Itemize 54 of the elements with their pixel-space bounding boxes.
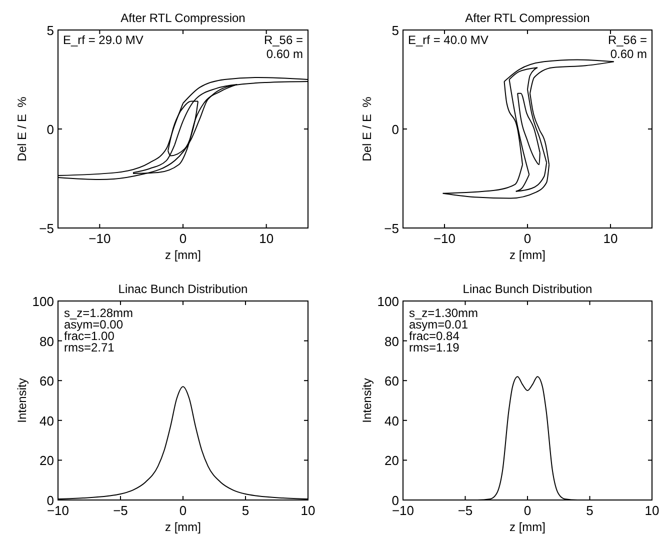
y-tick-label: 0 xyxy=(46,122,54,137)
y-axis-title: Intensity xyxy=(15,378,29,423)
x-tick-label: 10 xyxy=(603,231,618,246)
annotation: s_z=1.28mm xyxy=(64,306,134,320)
x-tick-label: 0 xyxy=(524,231,532,246)
annotation: R_56 = 0.60 m xyxy=(608,33,647,61)
x-tick-label: 5 xyxy=(586,503,594,518)
x-tick-label: 5 xyxy=(242,503,250,518)
annotation: asym=0.01 xyxy=(409,318,468,332)
y-tick-label: 100 xyxy=(377,294,399,309)
y-tick-label: 0 xyxy=(392,122,399,137)
y-tick-label: 0 xyxy=(46,493,54,508)
x-tick-label: −5 xyxy=(113,503,128,518)
x-tick-label: −10 xyxy=(433,231,456,246)
x-axis-title: z [mm] xyxy=(510,520,546,534)
y-tick-label: 5 xyxy=(46,23,54,38)
y-tick-label: 40 xyxy=(384,413,399,428)
y-tick-label: 20 xyxy=(40,453,54,468)
chart-title: Linac Bunch Distribution xyxy=(118,282,248,296)
y-tick-label: 0 xyxy=(392,493,399,508)
x-tick-label: 0 xyxy=(179,503,187,518)
x-tick-label: 0 xyxy=(524,503,532,518)
y-axis-title: Intensity xyxy=(360,378,374,423)
y-tick-label: 60 xyxy=(40,374,54,389)
x-tick-label: 0 xyxy=(179,231,187,246)
x-axis-title: z [mm] xyxy=(165,520,201,534)
annotation: rms=1.19 xyxy=(409,340,460,354)
annotation: E_rf = 40.0 MV xyxy=(408,33,488,47)
x-tick-label: 10 xyxy=(259,231,274,246)
y-tick-label: 60 xyxy=(384,374,399,389)
y-tick-label: −5 xyxy=(384,221,399,236)
annotation: R_56 = 0.60 m xyxy=(264,33,303,61)
y-tick-label: 40 xyxy=(40,413,54,428)
y-tick-label: 100 xyxy=(32,294,54,309)
annotation: asym=0.00 xyxy=(64,318,124,332)
y-tick-label: 80 xyxy=(40,334,54,349)
annotation: rms=2.71 xyxy=(64,340,115,354)
x-axis-title: z [mm] xyxy=(165,248,201,262)
chart-title: After RTL Compression xyxy=(465,11,590,25)
y-axis-title: Del E / E % xyxy=(360,96,374,162)
chart-title: After RTL Compression xyxy=(120,11,246,25)
y-tick-label: 80 xyxy=(384,334,399,349)
x-tick-label: 10 xyxy=(300,503,316,518)
x-axis-title: z [mm] xyxy=(510,248,546,262)
annotation: s_z=1.30mm xyxy=(409,306,478,320)
x-tick-label: −5 xyxy=(458,503,473,518)
y-axis-title: Del E / E % xyxy=(15,96,29,162)
y-tick-label: 20 xyxy=(384,453,399,468)
y-tick-label: −5 xyxy=(39,221,54,236)
chart-title: Linac Bunch Distribution xyxy=(462,282,592,296)
x-tick-label: −10 xyxy=(88,231,111,246)
annotation: E_rf = 29.0 MV xyxy=(63,33,144,47)
x-tick-label: 10 xyxy=(644,503,660,518)
y-tick-label: 5 xyxy=(392,23,399,38)
